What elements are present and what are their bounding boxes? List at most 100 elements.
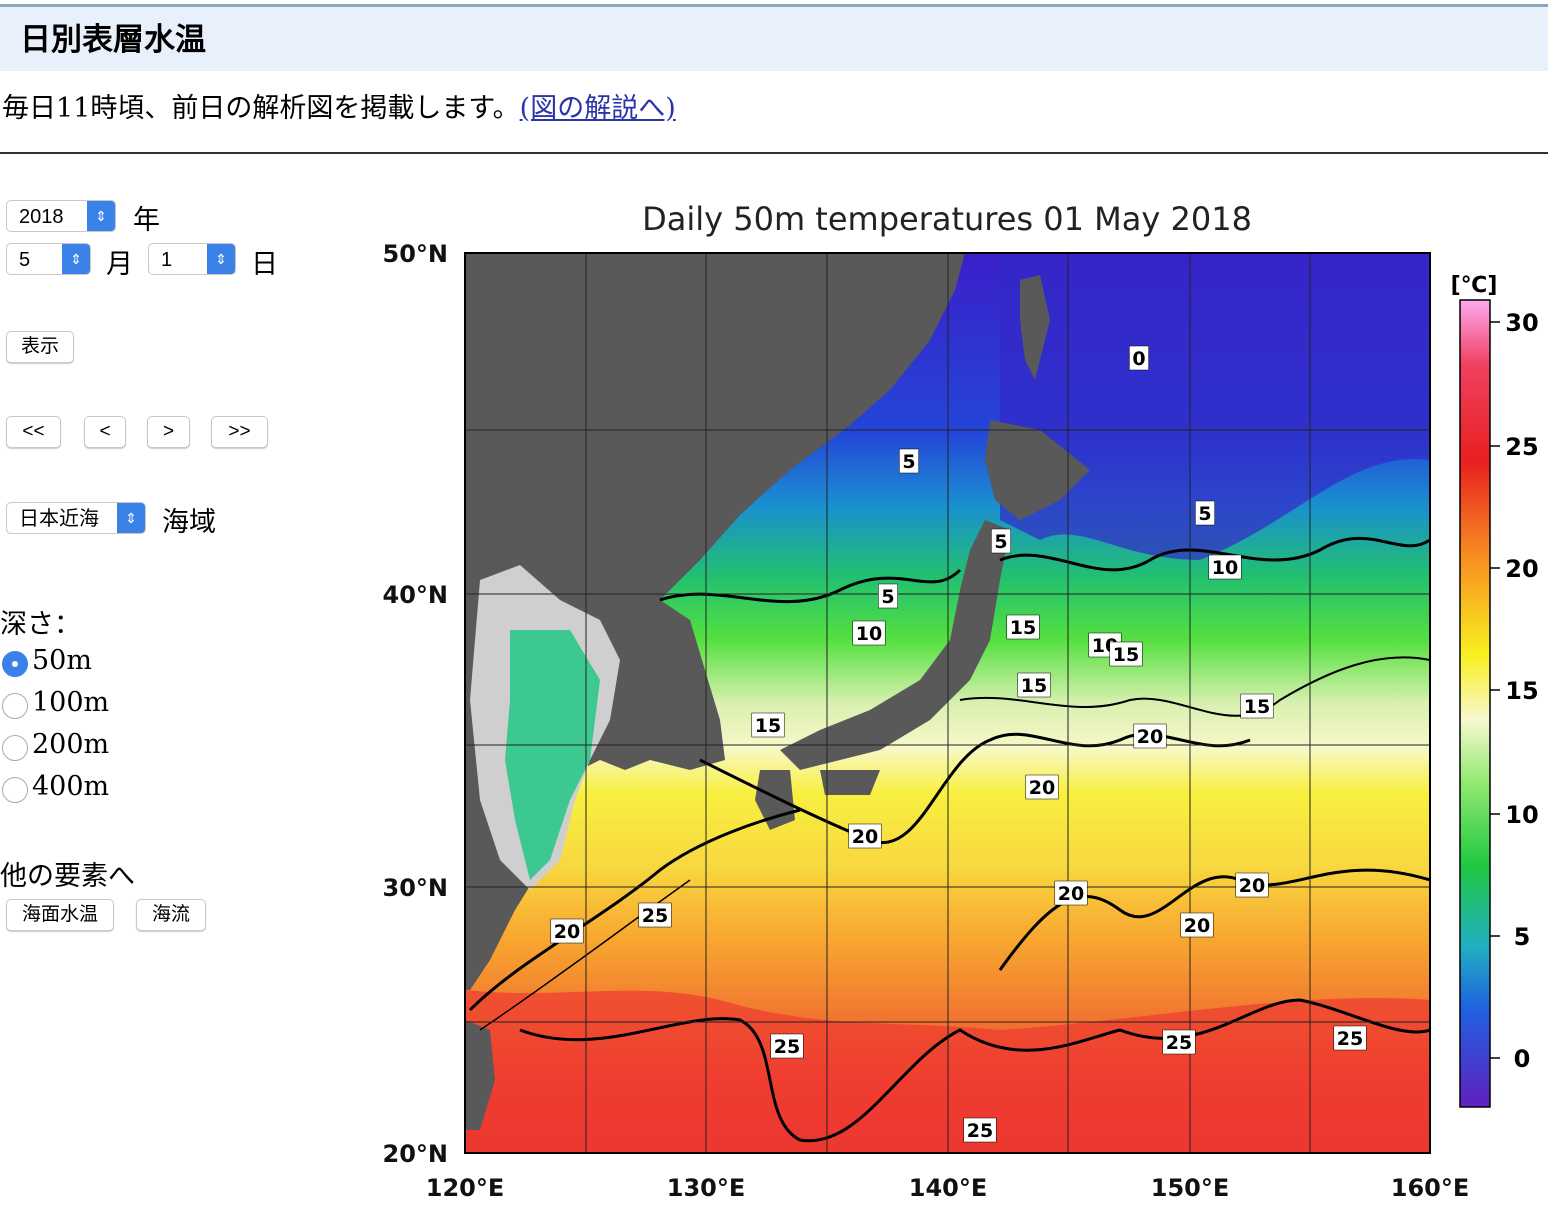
contour-label: 20 bbox=[1029, 777, 1055, 799]
contour-label: 20 bbox=[1184, 915, 1210, 937]
intro: 毎日11時頃、前日の解析図を掲載します。(図の解説へ) bbox=[2, 86, 676, 125]
month-unit: 月 bbox=[106, 249, 133, 280]
contour-label-box bbox=[638, 902, 672, 928]
contour-label-box bbox=[1133, 723, 1167, 749]
radio[interactable] bbox=[2, 693, 28, 719]
year-value: 2018 bbox=[19, 206, 64, 228]
radio[interactable] bbox=[2, 777, 28, 803]
page-title: 日別表層水温 bbox=[20, 22, 206, 58]
contour-label-box bbox=[1208, 554, 1242, 580]
lon-label: 120°E bbox=[426, 1174, 505, 1202]
radio[interactable] bbox=[2, 735, 28, 761]
colorbar-label: 10 bbox=[1505, 801, 1538, 829]
depth-option: 400m bbox=[32, 771, 110, 802]
contour-label-box bbox=[1240, 693, 1274, 719]
year-select[interactable]: 2018 ⇕ bbox=[6, 200, 116, 232]
colorbar-unit: [℃] bbox=[1451, 273, 1498, 298]
contours bbox=[468, 536, 1430, 1143]
day-select[interactable]: 1 ⇕ bbox=[148, 243, 236, 275]
day-value: 1 bbox=[161, 249, 173, 271]
lat-label: 30°N bbox=[383, 874, 448, 902]
contour-label-box bbox=[1006, 614, 1040, 640]
colorbar-label: 15 bbox=[1505, 677, 1538, 705]
lat-label: 20°N bbox=[383, 1140, 448, 1168]
depth-option: 200m bbox=[32, 729, 110, 760]
contour-label-box bbox=[1195, 500, 1215, 526]
land bbox=[465, 1020, 495, 1130]
contour-label: 25 bbox=[1166, 1032, 1192, 1054]
help-link[interactable]: (図の解説へ) bbox=[519, 93, 676, 124]
other-button[interactable]: 海面水温 bbox=[6, 899, 114, 931]
contour-label: 10 bbox=[856, 623, 882, 645]
contour-label-box bbox=[1235, 872, 1269, 898]
contour-label: 5 bbox=[994, 531, 1007, 553]
nav-button[interactable]: > bbox=[147, 416, 190, 448]
contour-label-box bbox=[1109, 641, 1143, 667]
colorbar-label: 20 bbox=[1505, 555, 1538, 583]
radio[interactable] bbox=[2, 651, 28, 677]
contour-label: 10 bbox=[1212, 557, 1238, 579]
land bbox=[465, 253, 965, 990]
shallow-sea-data bbox=[505, 630, 600, 880]
contour-label-box bbox=[1162, 1029, 1196, 1055]
contour-label: 15 bbox=[1244, 696, 1270, 718]
nav-button[interactable]: << bbox=[6, 416, 61, 448]
contour-label-box bbox=[770, 1033, 804, 1059]
contour-label: 20 bbox=[1058, 883, 1084, 905]
contour-label: 20 bbox=[1137, 726, 1163, 748]
map-frame bbox=[464, 252, 1431, 1154]
contour-label-box bbox=[852, 620, 886, 646]
year-unit: 年 bbox=[133, 205, 160, 236]
contour-label: 5 bbox=[1198, 503, 1211, 525]
contour-label: 15 bbox=[1021, 675, 1047, 697]
contour-label: 25 bbox=[1337, 1028, 1363, 1050]
intro-text: 毎日11時頃、前日の解析図を掲載します。 bbox=[2, 93, 520, 124]
colorbar-label: 30 bbox=[1505, 309, 1538, 337]
region-unit: 海域 bbox=[162, 507, 216, 538]
lon-label: 150°E bbox=[1151, 1174, 1230, 1202]
map-title: Daily 50m temperatures 01 May 2018 bbox=[642, 200, 1252, 238]
contour-label: 5 bbox=[881, 586, 894, 608]
depth-option: 100m bbox=[32, 687, 110, 718]
lat-label: 50°N bbox=[383, 240, 448, 268]
contour-label-box bbox=[1129, 345, 1149, 371]
contour-label-box bbox=[991, 528, 1011, 554]
contour-label-box bbox=[848, 823, 882, 849]
land bbox=[1020, 275, 1050, 380]
other-label: 他の要素へ bbox=[0, 861, 135, 892]
day-unit: 日 bbox=[251, 249, 278, 280]
depth-option: 50m bbox=[32, 645, 92, 676]
land bbox=[985, 420, 1090, 520]
contour-label-box bbox=[1180, 912, 1214, 938]
colorbar-labels: 30 25 20 15 10 5 0 bbox=[1490, 309, 1539, 1073]
contour-label-box bbox=[1333, 1025, 1367, 1051]
divider bbox=[0, 152, 1548, 154]
contour-label-box bbox=[751, 712, 785, 738]
contour-label: 15 bbox=[1113, 644, 1139, 666]
contour-label-box bbox=[550, 918, 584, 944]
contour-label-box bbox=[1017, 672, 1051, 698]
contour-label: 5 bbox=[902, 451, 915, 473]
header-bar bbox=[0, 4, 1548, 71]
colorbar-label: 5 bbox=[1514, 923, 1531, 951]
grid bbox=[465, 253, 1430, 1153]
other-button[interactable]: 海流 bbox=[136, 899, 206, 931]
nav-button[interactable]: < bbox=[84, 416, 126, 448]
contour-label: 0 bbox=[1132, 348, 1145, 370]
cold-water bbox=[1000, 253, 1430, 560]
lat-label: 40°N bbox=[383, 581, 448, 609]
month-select[interactable]: 5 ⇕ bbox=[6, 243, 91, 275]
region-select[interactable]: 日本近海 ⇕ bbox=[6, 502, 146, 534]
show-button[interactable]: 表示 bbox=[6, 331, 74, 363]
contour-label-box bbox=[1025, 774, 1059, 800]
axis-labels: 50°N 40°N 30°N 20°N 120°E 130°E 140°E 15… bbox=[383, 240, 1470, 1202]
land bbox=[820, 770, 880, 795]
contour-label: 25 bbox=[774, 1036, 800, 1058]
lon-label: 140°E bbox=[909, 1174, 988, 1202]
contour-label: 25 bbox=[642, 905, 668, 927]
colorbar-label: 25 bbox=[1505, 433, 1538, 461]
nav-button[interactable]: >> bbox=[211, 416, 268, 448]
